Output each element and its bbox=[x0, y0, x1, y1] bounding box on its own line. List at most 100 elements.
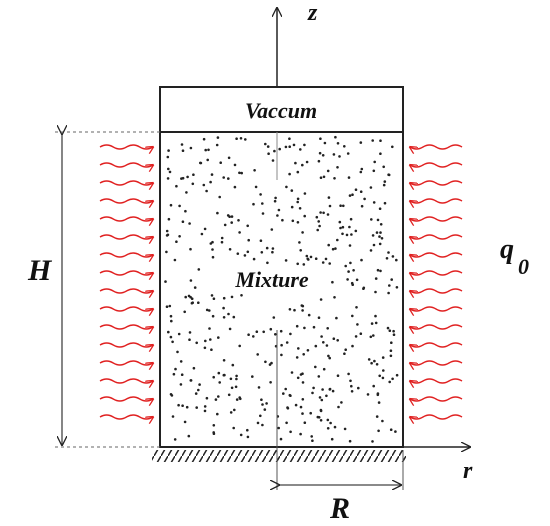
particle bbox=[232, 426, 235, 430]
particle bbox=[289, 332, 292, 336]
particle bbox=[319, 419, 323, 422]
particle bbox=[165, 250, 168, 254]
particle bbox=[335, 316, 338, 320]
particle bbox=[301, 372, 304, 376]
particle bbox=[247, 333, 250, 337]
particle bbox=[203, 227, 207, 231]
particle bbox=[381, 419, 384, 423]
particle bbox=[296, 262, 300, 266]
particle bbox=[282, 392, 285, 395]
particle bbox=[260, 398, 263, 402]
particle bbox=[299, 432, 302, 436]
particle bbox=[296, 197, 300, 201]
particle bbox=[391, 255, 395, 258]
particle bbox=[299, 249, 303, 252]
particle bbox=[280, 343, 283, 347]
particle bbox=[181, 149, 185, 152]
particle bbox=[372, 243, 376, 247]
particle bbox=[345, 233, 349, 237]
particle bbox=[184, 295, 187, 299]
particle bbox=[233, 408, 236, 412]
particle bbox=[347, 372, 350, 376]
particle bbox=[301, 398, 305, 401]
particle bbox=[261, 403, 264, 406]
particle bbox=[328, 262, 332, 265]
particle bbox=[217, 336, 220, 339]
particle bbox=[200, 232, 204, 236]
particle bbox=[326, 213, 330, 216]
heat-arrow bbox=[410, 198, 463, 203]
particle bbox=[164, 280, 167, 283]
particle bbox=[243, 254, 247, 257]
particle bbox=[169, 335, 173, 339]
particle bbox=[348, 194, 352, 197]
particle bbox=[233, 163, 237, 167]
particle bbox=[306, 349, 310, 352]
heat-arrow bbox=[99, 180, 153, 185]
particle bbox=[327, 354, 330, 358]
particle bbox=[379, 223, 383, 226]
particle bbox=[228, 327, 232, 331]
particle bbox=[194, 392, 198, 395]
particle bbox=[374, 314, 377, 318]
particle bbox=[303, 326, 306, 330]
particle bbox=[303, 143, 306, 147]
particle bbox=[261, 202, 264, 205]
particle bbox=[294, 403, 298, 407]
particle bbox=[355, 306, 358, 309]
particle bbox=[317, 416, 321, 419]
ground-hatch bbox=[152, 450, 406, 462]
particle bbox=[337, 405, 340, 409]
particle bbox=[231, 363, 235, 367]
particle bbox=[373, 160, 377, 164]
particle bbox=[286, 407, 290, 410]
particle bbox=[295, 324, 299, 328]
particle bbox=[205, 308, 209, 312]
particle bbox=[385, 257, 389, 260]
particle bbox=[277, 208, 281, 212]
particle bbox=[278, 147, 282, 151]
particle bbox=[382, 183, 386, 187]
particle bbox=[284, 145, 288, 149]
particle bbox=[356, 323, 359, 326]
particle bbox=[290, 189, 294, 192]
particle bbox=[216, 136, 220, 139]
particle bbox=[284, 387, 288, 391]
particle bbox=[252, 335, 255, 338]
particle bbox=[222, 176, 225, 179]
particle bbox=[284, 259, 288, 262]
particle bbox=[205, 189, 208, 193]
particle bbox=[246, 224, 249, 228]
particle bbox=[370, 218, 373, 221]
particle bbox=[235, 374, 238, 378]
particle bbox=[198, 383, 201, 386]
particle bbox=[336, 374, 340, 378]
particle bbox=[383, 180, 387, 183]
particle bbox=[208, 309, 211, 312]
particle bbox=[259, 193, 262, 196]
heat-arrow bbox=[99, 216, 153, 221]
particle bbox=[357, 386, 360, 390]
particle bbox=[334, 247, 337, 250]
particle bbox=[230, 221, 233, 224]
particle bbox=[314, 344, 318, 348]
particle bbox=[281, 218, 284, 222]
particle bbox=[349, 379, 352, 383]
particle bbox=[328, 204, 332, 208]
particle bbox=[381, 356, 385, 359]
particle bbox=[370, 322, 374, 325]
particle bbox=[369, 335, 373, 339]
particle bbox=[375, 415, 379, 418]
particle bbox=[387, 251, 390, 254]
particle bbox=[322, 211, 325, 215]
particle bbox=[331, 247, 335, 251]
particle bbox=[187, 434, 191, 438]
particle bbox=[211, 248, 214, 251]
particle bbox=[343, 427, 347, 431]
particle bbox=[305, 160, 309, 164]
particle bbox=[366, 393, 370, 396]
particle bbox=[259, 414, 262, 418]
particle bbox=[303, 421, 307, 425]
particle bbox=[371, 234, 375, 237]
